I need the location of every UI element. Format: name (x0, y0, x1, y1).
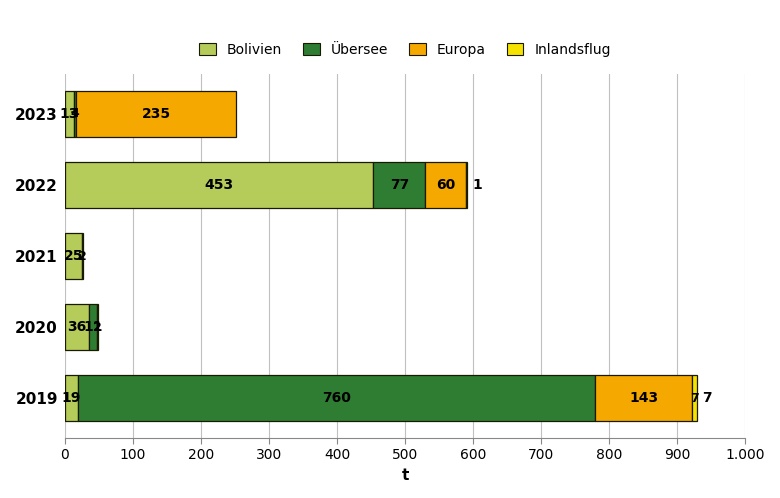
Text: 4: 4 (71, 107, 80, 120)
Bar (65, 375, 78, 421)
Text: 453: 453 (204, 178, 233, 192)
Text: 143: 143 (629, 391, 658, 405)
Text: 60: 60 (436, 178, 456, 192)
Text: 2: 2 (78, 249, 87, 262)
Bar (78, 375, 595, 421)
Text: 19: 19 (62, 391, 81, 405)
Bar (90, 304, 97, 350)
Text: 77: 77 (390, 178, 409, 192)
Bar (65, 233, 82, 279)
Bar (65, 91, 73, 137)
Text: 1: 1 (473, 178, 482, 192)
Text: 7: 7 (690, 392, 699, 405)
Text: 25: 25 (64, 249, 83, 263)
Text: 2: 2 (93, 321, 102, 334)
Bar (425, 162, 466, 208)
Text: 36: 36 (67, 320, 87, 334)
Text: 235: 235 (142, 107, 171, 121)
Legend: Bolivien, Übersee, Europa, Inlandsflug: Bolivien, Übersee, Europa, Inlandsflug (193, 37, 616, 62)
Text: 760: 760 (322, 391, 351, 405)
Text: 11: 11 (83, 320, 103, 334)
Bar (65, 162, 373, 208)
Bar (65, 304, 90, 350)
X-axis label: t: t (402, 468, 409, 483)
Bar (82, 233, 83, 279)
Bar (373, 162, 425, 208)
Bar (692, 375, 697, 421)
Bar (76, 91, 236, 137)
Bar (97, 304, 98, 350)
Text: 7: 7 (702, 391, 712, 405)
Bar (595, 375, 692, 421)
Bar (73, 91, 76, 137)
Text: 13: 13 (59, 107, 79, 121)
